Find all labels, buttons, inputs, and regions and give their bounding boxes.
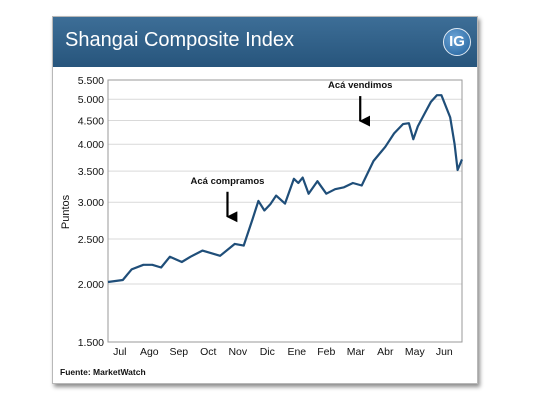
chart-title: Shangai Composite Index <box>65 29 295 51</box>
series-layer <box>107 94 464 284</box>
chart-header: Shangai Composite Index IG <box>53 17 477 67</box>
x-axis-ticks: Jul Ago Sep Oct Nov Dic Ene Feb Mar Abr May Jun <box>113 346 453 358</box>
y-tick-label: 1.500 <box>78 337 104 349</box>
y-axis-label: Puntos <box>60 194 72 229</box>
x-tick-label: Ago <box>140 346 159 358</box>
chart-card: Shangai Composite Index IG Fuente: Marke… <box>52 16 478 384</box>
y-tick-label: 4.500 <box>78 115 104 127</box>
series-line <box>107 94 464 284</box>
annotation-label: Acá vendimos <box>328 80 392 91</box>
y-tick-label: 2.500 <box>78 234 104 246</box>
y-tick-label: 3.500 <box>78 166 104 178</box>
annotation-label: Acá compramos <box>191 176 265 187</box>
y-tick-label: 4.000 <box>78 139 104 151</box>
x-tick-label: Abr <box>377 346 394 358</box>
y-tick-label: 3.000 <box>78 197 104 209</box>
plot-border <box>107 79 463 343</box>
x-tick-label: Ene <box>287 346 306 358</box>
grid-lines <box>108 79 462 343</box>
annotation-layer: Acá compramos Acá vendimos <box>191 80 392 223</box>
x-tick-label: Sep <box>169 346 188 358</box>
x-tick-label: Nov <box>228 346 247 358</box>
ig-logo: IG <box>443 28 471 56</box>
y-tick-label: 5.500 <box>78 75 104 87</box>
y-axis-ticks: 1.500 2.000 2.500 3.000 3.500 4.000 4.500 5.000… <box>78 75 104 349</box>
plot-frame <box>107 79 463 343</box>
x-tick-label: May <box>405 346 426 358</box>
y-tick-label: 2.000 <box>78 279 104 291</box>
x-tick-label: Mar <box>347 346 366 358</box>
y-tick-label: 5.000 <box>78 94 104 106</box>
x-tick-label: Oct <box>200 346 216 358</box>
x-tick-label: Jul <box>113 346 126 358</box>
source-note: Fuente: MarketWatch <box>60 367 146 377</box>
x-tick-label: Feb <box>317 346 335 358</box>
x-tick-label: Dic <box>260 346 275 358</box>
x-tick-label: Jun <box>436 346 453 358</box>
